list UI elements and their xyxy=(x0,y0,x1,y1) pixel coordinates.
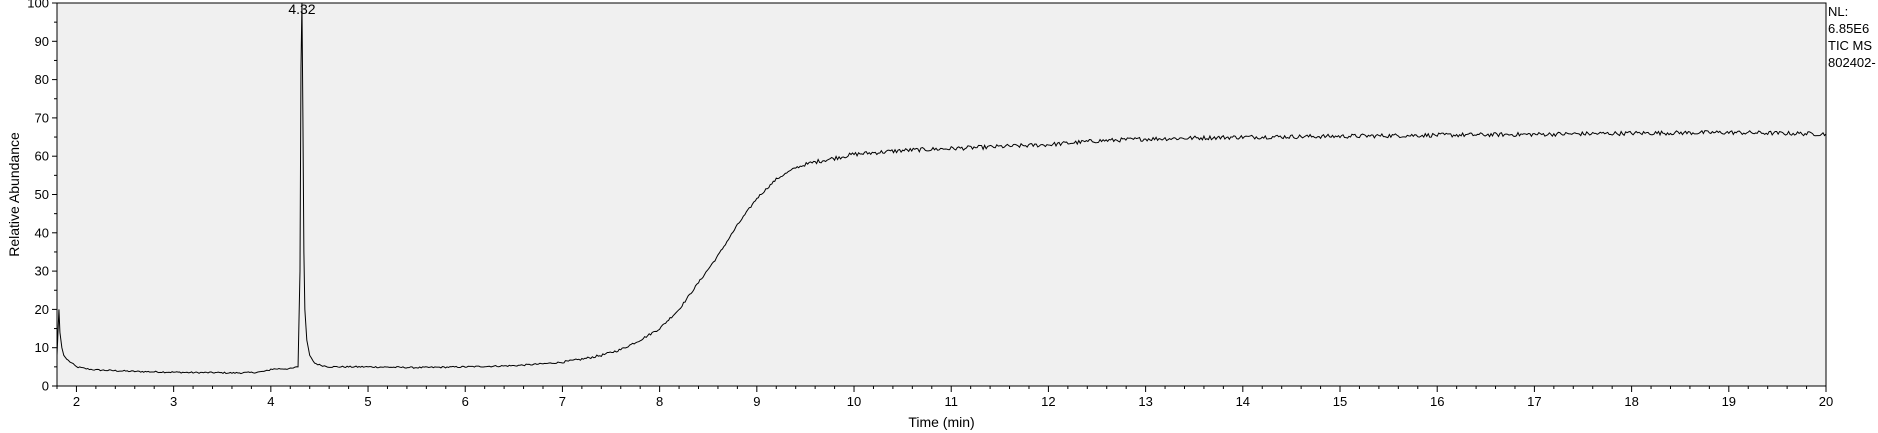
y-tick-label: 50 xyxy=(35,187,49,202)
x-tick-label: 15 xyxy=(1333,394,1347,409)
x-tick-label: 11 xyxy=(944,394,958,409)
x-tick-label: 10 xyxy=(847,394,861,409)
x-tick-label: 16 xyxy=(1430,394,1444,409)
x-tick-label: 6 xyxy=(462,394,469,409)
y-tick-label: 10 xyxy=(35,340,49,355)
x-tick-label: 3 xyxy=(170,394,177,409)
x-tick-label: 5 xyxy=(364,394,371,409)
x-tick-label: 13 xyxy=(1138,394,1152,409)
y-tick-label: 40 xyxy=(35,225,49,240)
y-axis-title: Relative Abundance xyxy=(6,132,22,257)
y-tick-label: 80 xyxy=(35,72,49,87)
x-tick-label: 14 xyxy=(1236,394,1250,409)
x-axis-title: Time (min) xyxy=(908,414,974,430)
y-tick-label: 20 xyxy=(35,302,49,317)
y-tick-label: 0 xyxy=(42,379,49,394)
plot-area xyxy=(56,2,1827,387)
x-tick-label: 9 xyxy=(753,394,760,409)
y-tick-label: 30 xyxy=(35,264,49,279)
normalization-label: NL: xyxy=(1828,4,1849,19)
x-tick-label: 2 xyxy=(73,394,80,409)
x-tick-label: 17 xyxy=(1527,394,1541,409)
peak-label: 4.32 xyxy=(288,1,315,17)
file-name: 802402- xyxy=(1828,55,1876,70)
tic-trace-line xyxy=(57,2,1826,375)
y-tick-label: 70 xyxy=(35,110,49,125)
y-tick-label: 100 xyxy=(27,0,49,11)
y-tick-label: 90 xyxy=(35,34,49,49)
x-tick-label: 8 xyxy=(656,394,663,409)
x-tick-label: 20 xyxy=(1819,394,1833,409)
chromatogram-info: NL: 6.85E6 TIC MS 802402- xyxy=(1828,3,1878,71)
y-tick-label: 60 xyxy=(35,149,49,164)
normalization-value: 6.85E6 xyxy=(1828,21,1870,36)
x-tick-label: 18 xyxy=(1624,394,1638,409)
x-tick-label: 7 xyxy=(559,394,566,409)
scan-filter: TIC MS xyxy=(1828,38,1873,53)
x-tick-label: 4 xyxy=(267,394,274,409)
x-tick-label: 12 xyxy=(1041,394,1055,409)
x-tick-label: 19 xyxy=(1722,394,1736,409)
